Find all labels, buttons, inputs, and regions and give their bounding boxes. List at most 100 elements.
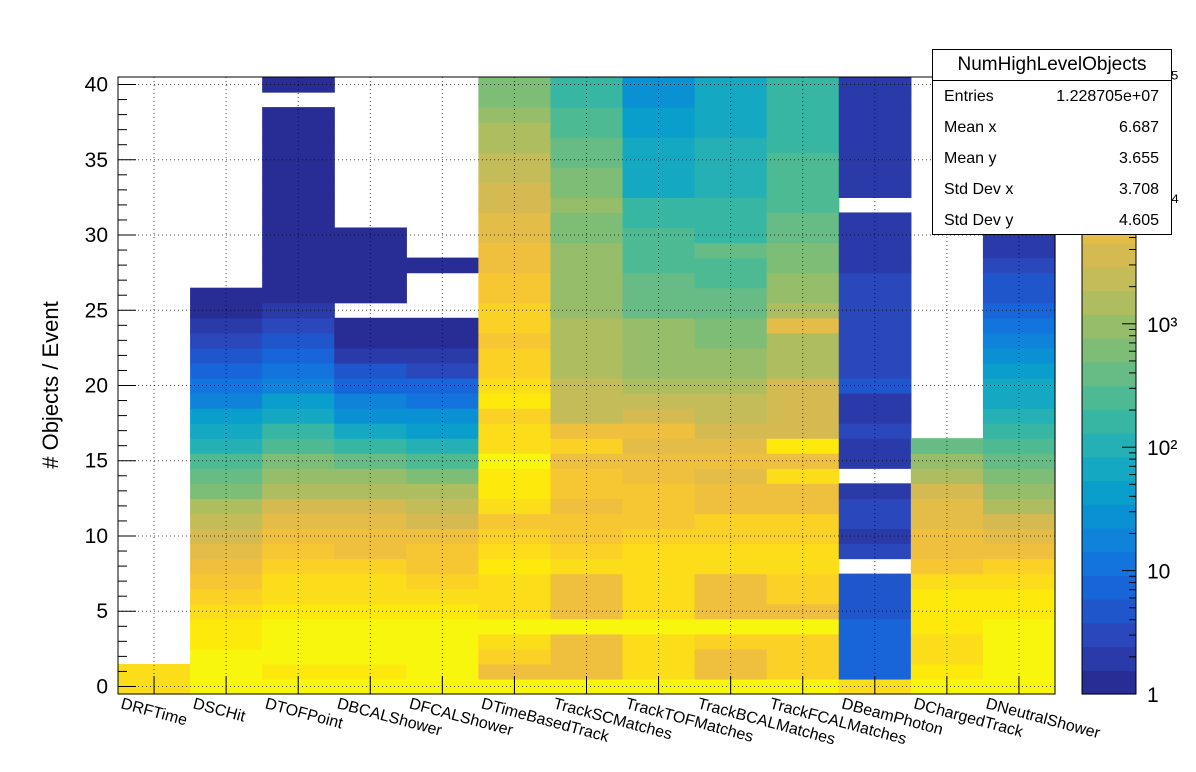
heatmap-cell xyxy=(550,212,624,229)
heatmap-cell xyxy=(334,648,407,665)
heatmap-cell xyxy=(550,558,624,575)
heatmap-cell xyxy=(622,408,696,424)
heatmap-cell xyxy=(766,212,840,229)
heatmap-cell xyxy=(550,362,624,379)
heatmap-cell xyxy=(334,663,407,680)
heatmap-cell xyxy=(982,498,1056,515)
heatmap-cell xyxy=(190,393,263,409)
stats-title: NumHighLevelObjects xyxy=(933,50,1171,81)
heatmap-cell xyxy=(478,543,552,560)
heatmap-cell xyxy=(478,648,552,665)
heatmap-cell xyxy=(262,347,335,364)
heatmap-cell xyxy=(694,423,768,439)
heatmap-cell xyxy=(262,618,335,635)
heatmap-cell xyxy=(262,393,335,409)
y-axis-title: # Objects / Event xyxy=(38,301,63,469)
heatmap-cell xyxy=(622,648,696,665)
heatmap-cell xyxy=(766,227,840,244)
heatmap-cell xyxy=(982,588,1056,605)
heatmap-cell xyxy=(622,393,696,409)
heatmap-cell xyxy=(334,498,407,515)
heatmap-cell xyxy=(838,227,912,244)
palette-swatch xyxy=(1082,504,1136,529)
heatmap-cell xyxy=(262,483,335,499)
heatmap-cell xyxy=(262,588,335,605)
heatmap-cell xyxy=(478,212,552,229)
heatmap-cell xyxy=(910,588,984,605)
heatmap-cell xyxy=(478,272,552,289)
x-tick-label: DTOFPoint xyxy=(263,695,345,732)
heatmap-cell xyxy=(406,618,479,635)
heatmap-cell xyxy=(334,272,407,289)
heatmap-cell xyxy=(622,468,696,484)
heatmap-cell xyxy=(982,347,1056,364)
heatmap-cell xyxy=(550,393,624,409)
heatmap-cell xyxy=(694,393,768,409)
palette-swatch xyxy=(1082,480,1136,505)
heatmap-cell xyxy=(982,393,1056,409)
heatmap-cell xyxy=(766,182,840,198)
heatmap-cell xyxy=(406,648,479,665)
heatmap-cell xyxy=(406,408,479,424)
heatmap-cell xyxy=(838,347,912,364)
palette-swatch xyxy=(1082,243,1136,268)
heatmap-cell xyxy=(478,332,552,349)
heatmap-cell xyxy=(838,92,912,108)
heatmap-cell xyxy=(766,663,840,680)
heatmap-cell xyxy=(406,332,479,349)
stats-box: NumHighLevelObjects Entries 1.228705e+07… xyxy=(932,49,1172,235)
heatmap-cell xyxy=(190,588,263,605)
heatmap-cell xyxy=(838,528,912,545)
heatmap-cell xyxy=(550,182,624,198)
heatmap-cell xyxy=(982,242,1056,259)
heatmap-cell xyxy=(262,558,335,575)
heatmap-cell xyxy=(550,107,624,123)
y-tick-label: 5 xyxy=(96,600,108,623)
heatmap-cell xyxy=(766,393,840,409)
heatmap-cell xyxy=(406,543,479,560)
y-tick-label: 10 xyxy=(85,525,108,548)
heatmap-cell xyxy=(838,302,912,319)
heatmap-cell xyxy=(694,588,768,605)
heatmap-cell xyxy=(190,483,263,499)
heatmap-cell xyxy=(334,483,407,499)
heatmap-cell xyxy=(766,272,840,289)
heatmap-cell xyxy=(694,167,768,183)
heatmap-cell xyxy=(478,408,552,424)
heatmap-cell xyxy=(694,182,768,198)
heatmap-cell xyxy=(262,408,335,424)
heatmap-cell xyxy=(694,272,768,289)
heatmap-cell xyxy=(622,483,696,499)
heatmap-cell xyxy=(550,272,624,289)
heatmap-cell xyxy=(262,362,335,379)
stats-label: Mean y xyxy=(944,150,997,167)
heatmap-cell xyxy=(406,663,479,680)
heatmap-cell xyxy=(478,468,552,484)
heatmap-cell xyxy=(622,362,696,379)
heatmap-cell xyxy=(622,423,696,439)
heatmap-cell xyxy=(838,77,912,93)
heatmap-cell xyxy=(838,182,912,198)
heatmap-cell xyxy=(190,362,263,379)
stats-value: 3.708 xyxy=(1118,181,1159,198)
palette-tick-label: 10 xyxy=(1147,561,1170,584)
stats-label: Std Dev y xyxy=(944,212,1014,229)
palette-swatch xyxy=(1082,409,1136,434)
heatmap-cell xyxy=(766,648,840,665)
heatmap-cell xyxy=(550,287,624,304)
heatmap-cell xyxy=(766,483,840,499)
heatmap-cell xyxy=(766,528,840,545)
heatmap-cell xyxy=(838,167,912,183)
heatmap-cell xyxy=(118,663,191,680)
heatmap-cell xyxy=(982,408,1056,424)
heatmap-cell xyxy=(910,663,984,680)
heatmap-cell xyxy=(982,302,1056,319)
palette-tick-label: 1 xyxy=(1147,684,1159,707)
heatmap-cell xyxy=(694,332,768,349)
heatmap-cell xyxy=(406,423,479,439)
heatmap-cell xyxy=(694,543,768,560)
heatmap-cell xyxy=(334,242,407,259)
heatmap-cell xyxy=(334,393,407,409)
heatmap-cell xyxy=(694,408,768,424)
palette-swatch xyxy=(1082,599,1136,624)
